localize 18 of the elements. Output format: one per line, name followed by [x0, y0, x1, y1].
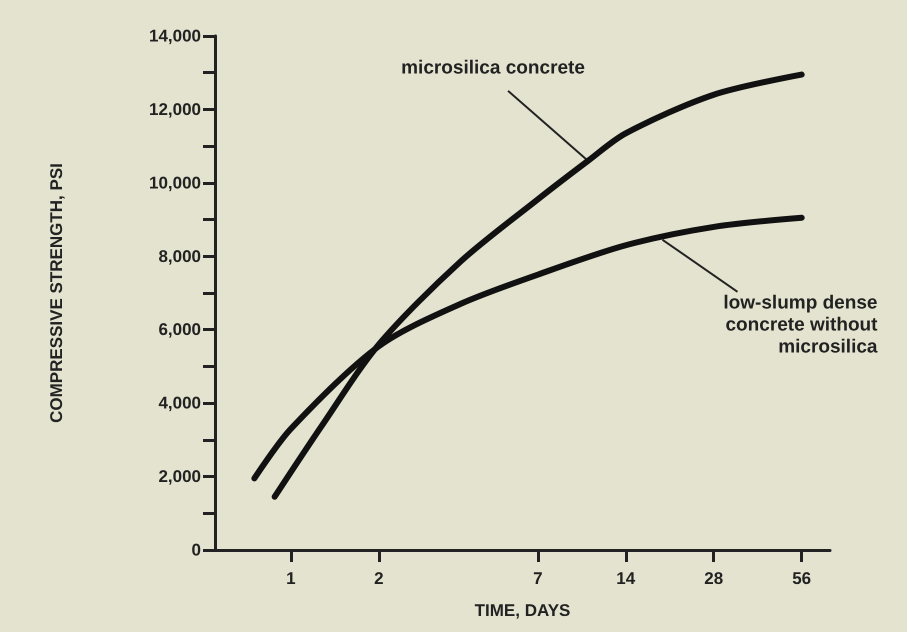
- x-tick-label: 1: [286, 569, 296, 588]
- x-axis-title: TIME, DAYS: [474, 601, 570, 620]
- x-tick-label: 2: [374, 569, 384, 588]
- x-tick-label: 7: [533, 569, 543, 588]
- x-tick-label: 14: [616, 569, 636, 588]
- y-tick-label: 8,000: [158, 246, 201, 266]
- y-tick-label: 6,000: [158, 320, 201, 340]
- y-tick-label: 12,000: [149, 100, 201, 119]
- y-axis-title: COMPRESSIVE STRENGTH, PSI: [47, 163, 66, 423]
- x-tick-label: 56: [792, 569, 812, 588]
- annotation: low-slump dense concrete without microsilica: [723, 292, 878, 358]
- y-tick-label: 4,000: [158, 394, 201, 413]
- y-tick-label: 2,000: [158, 467, 201, 486]
- y-tick-label: 14,000: [149, 26, 201, 46]
- y-tick-label: 10,000: [149, 173, 201, 192]
- y-tick-label: 0: [192, 540, 201, 560]
- annotation: microsilica concrete: [401, 57, 585, 78]
- x-tick-label: 28: [704, 569, 724, 588]
